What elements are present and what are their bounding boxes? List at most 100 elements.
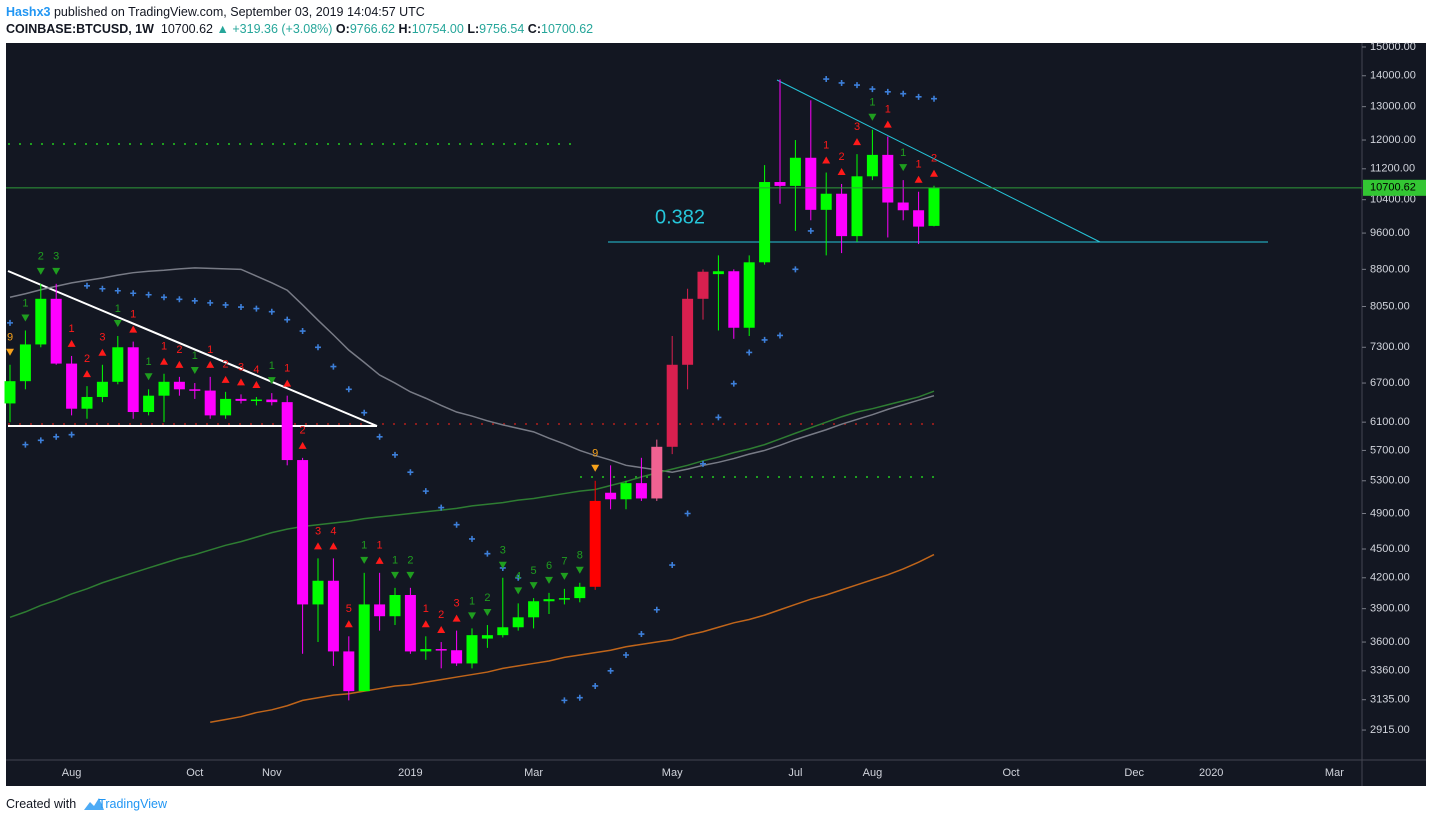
y-tick-label: 13000.00 (1370, 101, 1416, 113)
td-arrow (52, 267, 61, 275)
y-tick-label: 3135.00 (1370, 694, 1410, 706)
fib-label: 0.382 (655, 206, 705, 228)
x-tick-label: Oct (1002, 767, 1019, 779)
x-tick-label: 2020 (1199, 767, 1223, 779)
candle-body (789, 157, 801, 186)
candle-body (589, 500, 601, 587)
td-arrow (837, 167, 846, 175)
td-count: 1 (130, 309, 136, 321)
td-arrow (930, 169, 938, 177)
sar-point (854, 82, 860, 89)
candle-body (235, 398, 247, 401)
td-arrow (206, 360, 215, 368)
sar-point (407, 469, 414, 476)
sar-point (191, 297, 198, 304)
td-count: 1 (823, 139, 829, 151)
candle-body (666, 364, 678, 447)
header-line-1: Hashx3 published on TradingView.com, Sep… (6, 5, 425, 19)
y-tick-label: 3600.00 (1370, 636, 1410, 648)
td-count: 1 (115, 303, 121, 315)
x-tick-label: Dec (1124, 767, 1144, 779)
sar-point (268, 308, 275, 315)
td-count: 1 (192, 350, 198, 362)
candle-body (204, 390, 216, 416)
candle-body (451, 650, 463, 664)
candle-body (404, 595, 416, 652)
candle-body (466, 635, 478, 664)
td-arrow (344, 620, 353, 628)
y-tick-label: 12000.00 (1370, 134, 1416, 146)
sar-point (284, 316, 291, 323)
td-count: 1 (161, 341, 167, 353)
sar-point (68, 431, 75, 438)
x-tick-label: Jul (788, 767, 802, 779)
td-count: 2 (38, 251, 44, 263)
td-count: 1 (469, 595, 475, 607)
td-arrow (252, 380, 261, 388)
author[interactable]: Hashx3 (6, 5, 51, 19)
candle-body (558, 598, 570, 600)
y-tick-label: 4900.00 (1370, 507, 1410, 519)
sar-point (915, 93, 922, 100)
td-count: 2 (300, 425, 306, 437)
candle-body (635, 483, 647, 499)
sar-point (931, 95, 937, 102)
candle-body (281, 402, 293, 461)
y-tick-label: 5700.00 (1370, 444, 1410, 456)
sar-point (22, 441, 29, 448)
y-tick-label: 9600.00 (1370, 227, 1410, 239)
candle-body (220, 398, 232, 416)
candle-body (66, 363, 78, 409)
candle-body (820, 193, 832, 210)
sar-point (900, 90, 907, 97)
candle-body (112, 347, 124, 382)
td-arrow (144, 373, 153, 381)
sar-point (700, 460, 706, 467)
candle-body (697, 271, 709, 299)
sar-point (145, 291, 152, 298)
td-count: 4 (253, 364, 259, 376)
td-count: 2 (176, 344, 182, 356)
h-label: H: (398, 22, 412, 36)
td-arrow (175, 360, 184, 368)
y-tick-label: 6100.00 (1370, 416, 1410, 428)
y-tick-label: 7300.00 (1370, 341, 1410, 353)
candle-body (481, 635, 493, 639)
sar-point (730, 380, 737, 387)
candle-body (389, 595, 401, 617)
y-tick-label: 2915.00 (1370, 724, 1410, 736)
published: published on TradingView.com, September … (53, 5, 425, 19)
candle-body (420, 649, 432, 652)
td-arrow (899, 164, 908, 172)
y-tick-label: 3360.00 (1370, 665, 1410, 677)
candle-body (528, 601, 540, 618)
td-count: 2 (839, 151, 845, 163)
last-price-label: 10700.62 (1370, 182, 1416, 194)
sar-point (422, 488, 429, 495)
plot: 15000.00 14000.00 13000.00 12000.00 11200.00… (4, 41, 1426, 779)
candle-body (866, 154, 878, 177)
td-arrow (267, 377, 276, 385)
td-arrow (360, 556, 369, 564)
td-count: 3 (500, 545, 506, 557)
symbol: COINBASE:BTCUSD, 1W (6, 22, 154, 36)
sar-point (114, 287, 121, 294)
sar-point (392, 451, 398, 458)
x-tick-label: Oct (186, 767, 203, 779)
td-count: 7 (561, 556, 567, 568)
td-count: 3 (238, 361, 244, 373)
candle-body (728, 271, 740, 328)
sar-point (207, 299, 214, 306)
td-arrow (160, 357, 168, 365)
brand[interactable]: TradingView (98, 797, 167, 811)
td-count: 1 (269, 360, 275, 372)
y-tick-label: 14000.00 (1370, 70, 1416, 82)
candle-body (497, 627, 509, 636)
sar-point (869, 86, 876, 93)
td-arrow (406, 571, 415, 579)
sar-point (807, 227, 814, 234)
candle-body (297, 460, 309, 605)
td-arrow (221, 375, 230, 383)
sar-point (253, 305, 260, 312)
last-price-box (1363, 179, 1426, 196)
